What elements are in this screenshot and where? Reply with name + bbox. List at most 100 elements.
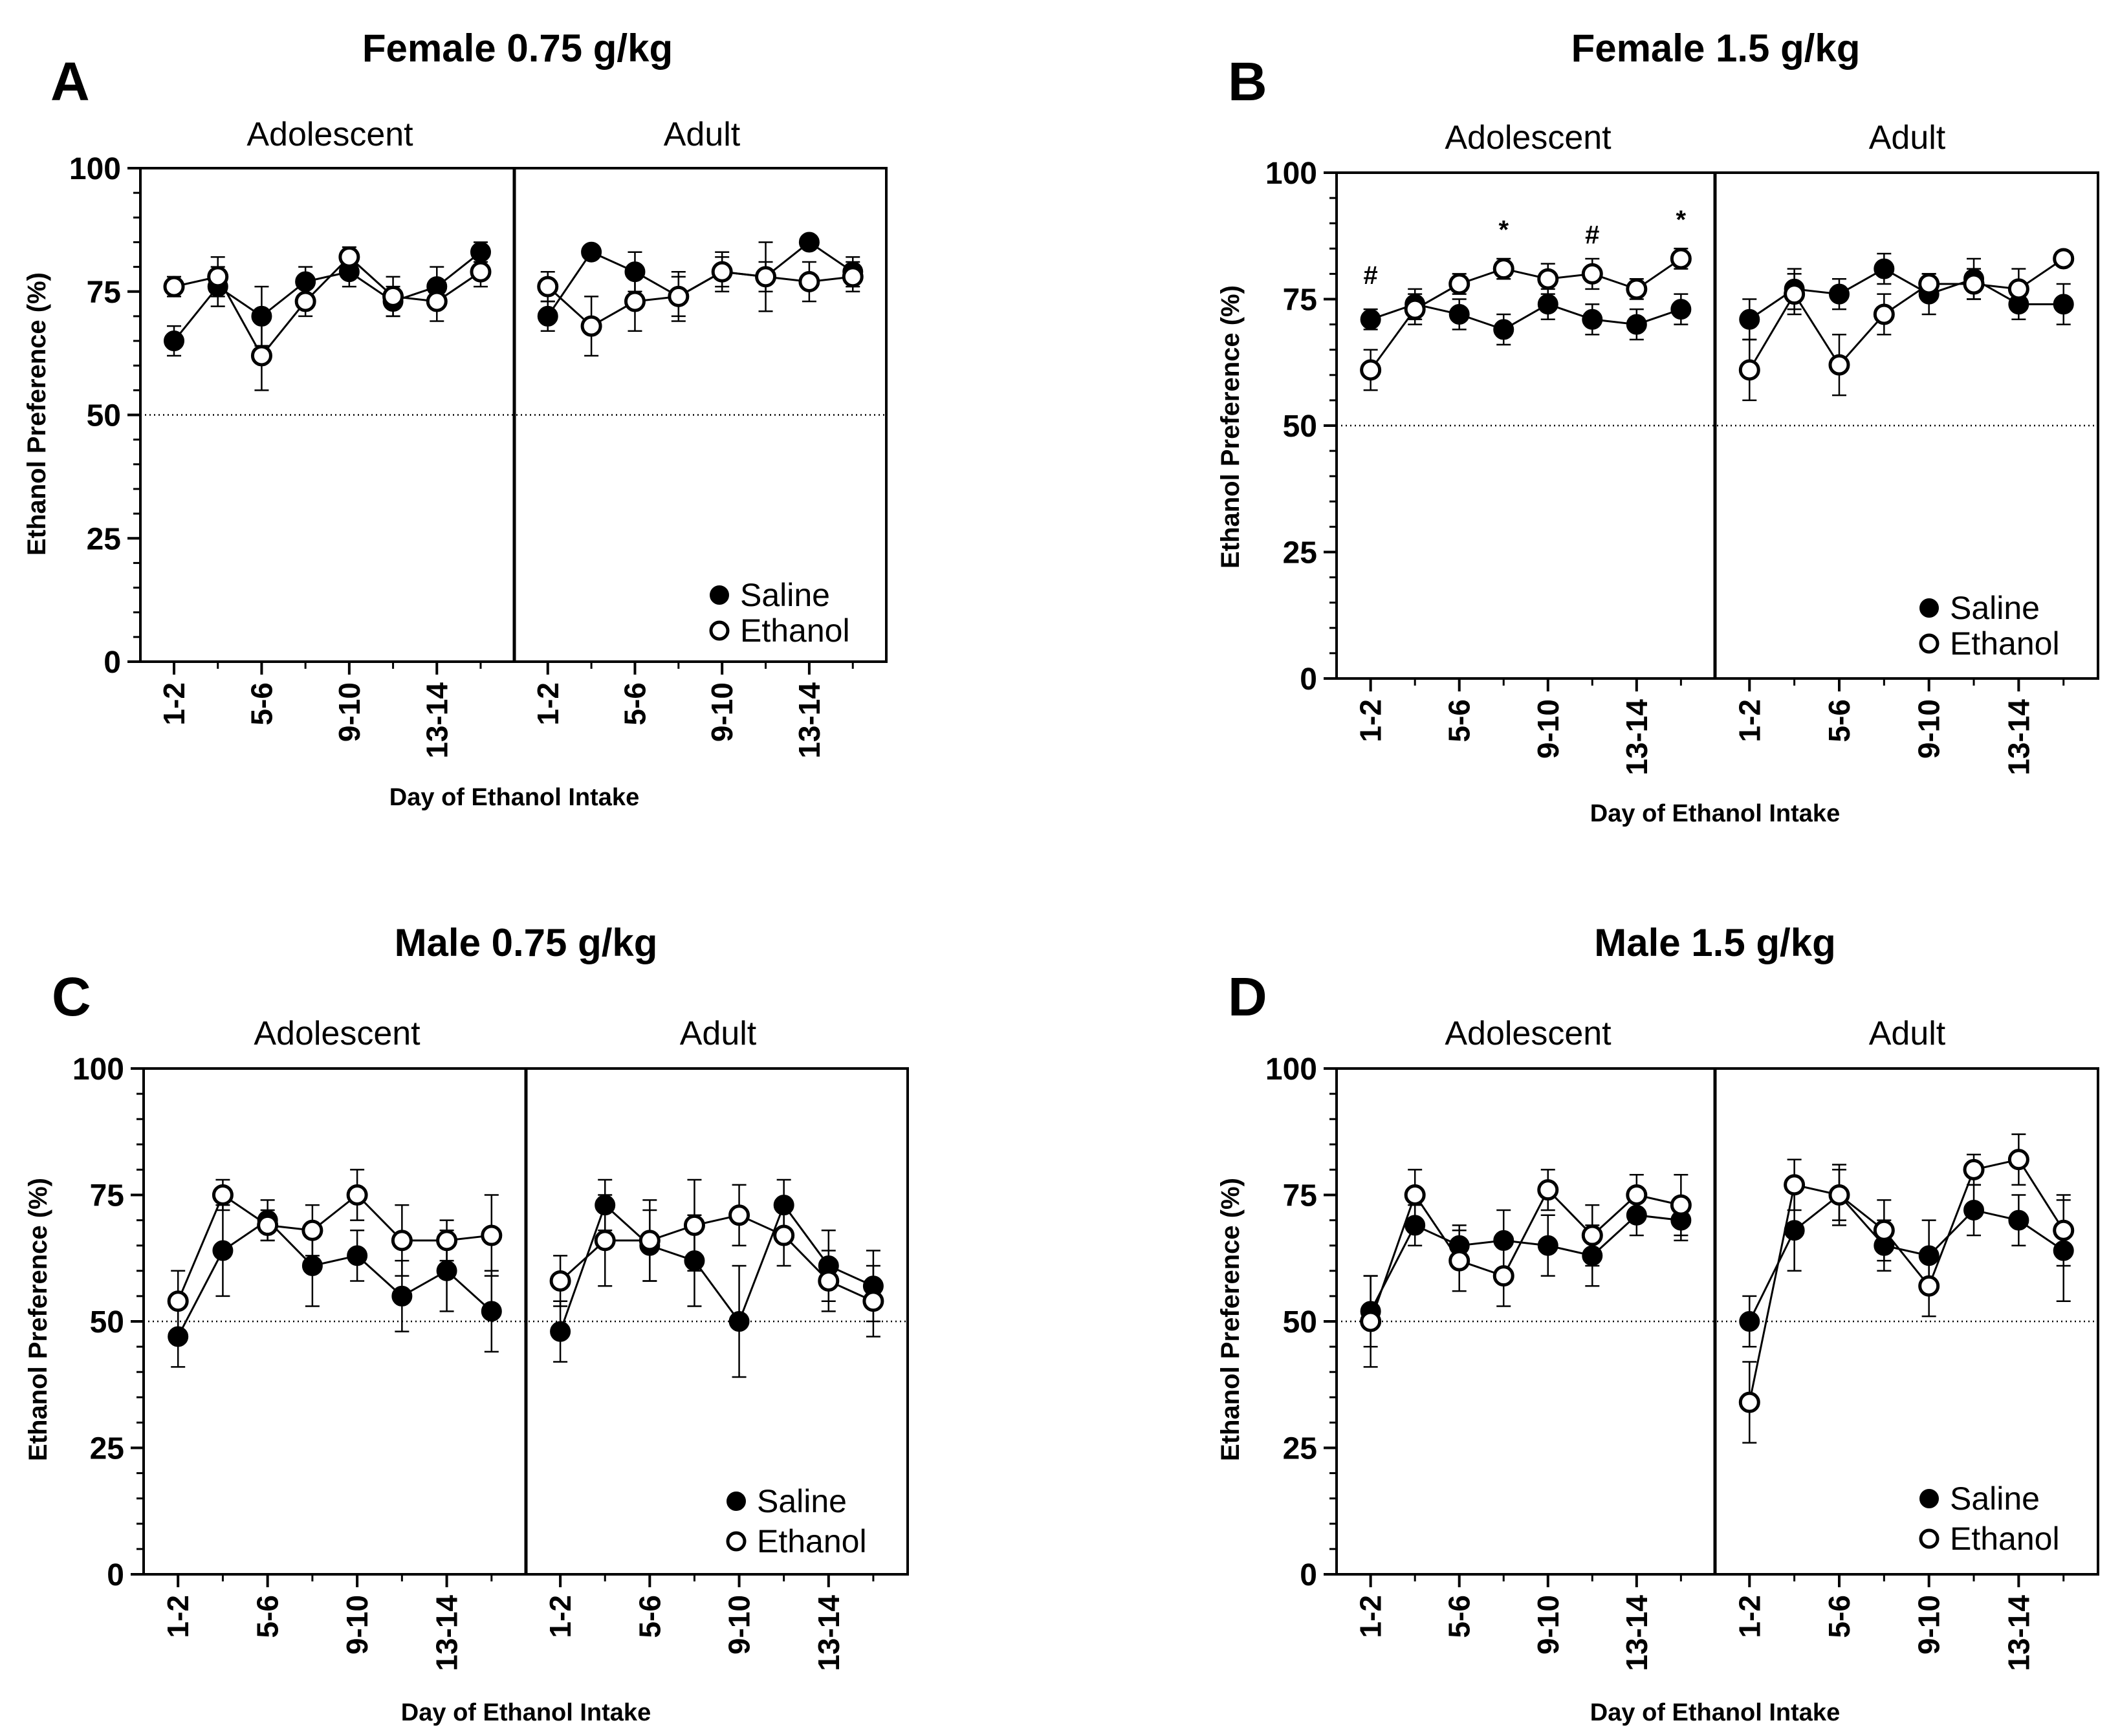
y-tick-label: 75 bbox=[1283, 283, 1317, 318]
series-ethanol-adult bbox=[1738, 248, 2075, 402]
y-axis-label: Ethanol Preference (%) bbox=[23, 272, 51, 556]
ethanol-marker bbox=[207, 266, 229, 288]
ethanol-marker bbox=[1670, 248, 1692, 270]
ethanol-marker bbox=[1670, 1194, 1692, 1216]
ethanol-marker bbox=[624, 290, 646, 312]
y-tick-label: 75 bbox=[87, 276, 121, 310]
saline-marker bbox=[537, 305, 558, 327]
ethanol-marker bbox=[481, 1224, 503, 1246]
saline-marker bbox=[436, 1260, 457, 1281]
ethanol-marker bbox=[1963, 273, 1985, 295]
x-tick-label: 5-6 bbox=[1822, 699, 1856, 742]
x-tick-label: 5-6 bbox=[1822, 1595, 1856, 1638]
ethanol-marker bbox=[1784, 283, 1806, 305]
series-saline-adolescent bbox=[1360, 1194, 1692, 1348]
x-tick-label: 13-14 bbox=[792, 682, 826, 759]
group-label-adult: Adult bbox=[680, 1015, 757, 1052]
ethanol-marker bbox=[212, 1184, 234, 1206]
x-tick-label: 9-10 bbox=[705, 682, 739, 742]
x-tick-label: 1-2 bbox=[1732, 1595, 1766, 1638]
x-tick-label: 1-2 bbox=[1354, 699, 1388, 742]
ethanol-marker bbox=[1404, 1184, 1426, 1206]
y-tick-label: 50 bbox=[1283, 1305, 1317, 1340]
legend-marker-ethanol bbox=[1919, 633, 1940, 654]
panel-b: B Female 1.5 g/kg Adolescent Adult 0 25 50 75 10… bbox=[1216, 27, 2099, 827]
legend-label-ethanol: Ethanol bbox=[1950, 625, 2060, 662]
saline-marker bbox=[1582, 309, 1603, 330]
panel-letter: B bbox=[1228, 51, 1267, 112]
ethanol-marker bbox=[2007, 278, 2029, 300]
ethanol-marker bbox=[862, 1290, 884, 1312]
chart-title: Female 1.5 g/kg bbox=[1571, 27, 1861, 70]
panel-letter: D bbox=[1228, 966, 1267, 1027]
x-tick-label: 13-14 bbox=[1620, 699, 1654, 776]
significance-annotation: # bbox=[1364, 261, 1378, 290]
saline-marker bbox=[1963, 1199, 1985, 1221]
saline-marker bbox=[1739, 1311, 1760, 1332]
ethanol-marker bbox=[639, 1230, 661, 1252]
panel-letter: A bbox=[50, 51, 90, 112]
legend-label-saline: Saline bbox=[740, 577, 830, 613]
ethanol-marker bbox=[842, 266, 864, 288]
ethanol-marker bbox=[1963, 1158, 1985, 1180]
x-tick-label: 9-10 bbox=[340, 1595, 374, 1655]
legend-marker-saline bbox=[710, 585, 729, 605]
x-tick-label: 1-2 bbox=[531, 682, 565, 725]
ethanol-marker bbox=[470, 261, 492, 283]
saline-marker bbox=[1828, 283, 1850, 305]
saline-marker bbox=[581, 241, 602, 263]
ethanol-marker bbox=[2053, 1219, 2075, 1241]
x-tick-label: 5-6 bbox=[251, 1595, 285, 1638]
y-tick-label: 100 bbox=[69, 152, 121, 186]
chart-title: Male 0.75 g/kg bbox=[395, 921, 658, 964]
y-axis-label: Ethanol Preference (%) bbox=[1216, 285, 1245, 569]
y-tick-label: 75 bbox=[90, 1179, 124, 1213]
ethanol-marker bbox=[426, 290, 448, 312]
ethanol-marker bbox=[391, 1230, 413, 1252]
x-tick-label: 13-14 bbox=[2002, 699, 2035, 776]
series-ethanol-adolescent bbox=[1360, 1169, 1692, 1368]
series-ethanol-adolescent bbox=[163, 246, 492, 391]
ethanol-marker bbox=[346, 1184, 368, 1206]
ethanol-marker bbox=[1626, 1184, 1648, 1206]
x-tick-label: 5-6 bbox=[1443, 1595, 1476, 1638]
x-tick-label: 9-10 bbox=[333, 682, 366, 742]
saline-marker bbox=[347, 1245, 368, 1266]
saline-marker bbox=[2008, 1210, 2029, 1231]
series-ethanol-adolescent bbox=[167, 1169, 503, 1332]
panel-letter: C bbox=[52, 966, 91, 1027]
ethanol-marker bbox=[594, 1230, 616, 1252]
ethanol-marker bbox=[257, 1214, 279, 1236]
ethanol-marker bbox=[1448, 1250, 1470, 1272]
x-tick-label: 1-2 bbox=[543, 1595, 577, 1638]
group-label-adult: Adult bbox=[664, 116, 741, 153]
series-ethanol-adult bbox=[549, 1178, 884, 1338]
x-tick-label: 9-10 bbox=[1912, 1595, 1946, 1655]
legend-marker-saline bbox=[727, 1492, 746, 1511]
ethanol-marker bbox=[1404, 298, 1426, 320]
x-tick-label: 13-14 bbox=[420, 682, 454, 759]
saline-marker bbox=[1739, 309, 1760, 330]
ethanol-marker bbox=[1738, 1391, 1760, 1413]
y-tick-label: 25 bbox=[90, 1432, 124, 1466]
ethanol-marker bbox=[818, 1270, 840, 1292]
ethanol-marker bbox=[1873, 1219, 1895, 1241]
ethanol-marker bbox=[1492, 1265, 1514, 1287]
ethanol-marker bbox=[537, 276, 559, 298]
x-tick-label: 9-10 bbox=[1531, 699, 1565, 759]
saline-marker bbox=[728, 1311, 750, 1332]
panel-a: A Female 0.75 g/kg Adolescent Adult 0 25 50 75 1… bbox=[23, 27, 888, 811]
x-tick-label: 13-14 bbox=[430, 1595, 464, 1671]
ethanol-marker bbox=[683, 1214, 705, 1236]
ethanol-marker bbox=[301, 1219, 323, 1241]
ethanol-marker bbox=[1784, 1174, 1806, 1196]
ethanol-marker bbox=[1581, 263, 1603, 285]
legend-marker-saline bbox=[1919, 598, 1939, 618]
y-tick-label: 0 bbox=[1300, 662, 1317, 697]
ethanol-marker bbox=[1626, 278, 1648, 300]
legend-label-ethanol: Ethanol bbox=[1950, 1521, 2060, 1557]
series-saline-adolescent bbox=[168, 1199, 502, 1368]
